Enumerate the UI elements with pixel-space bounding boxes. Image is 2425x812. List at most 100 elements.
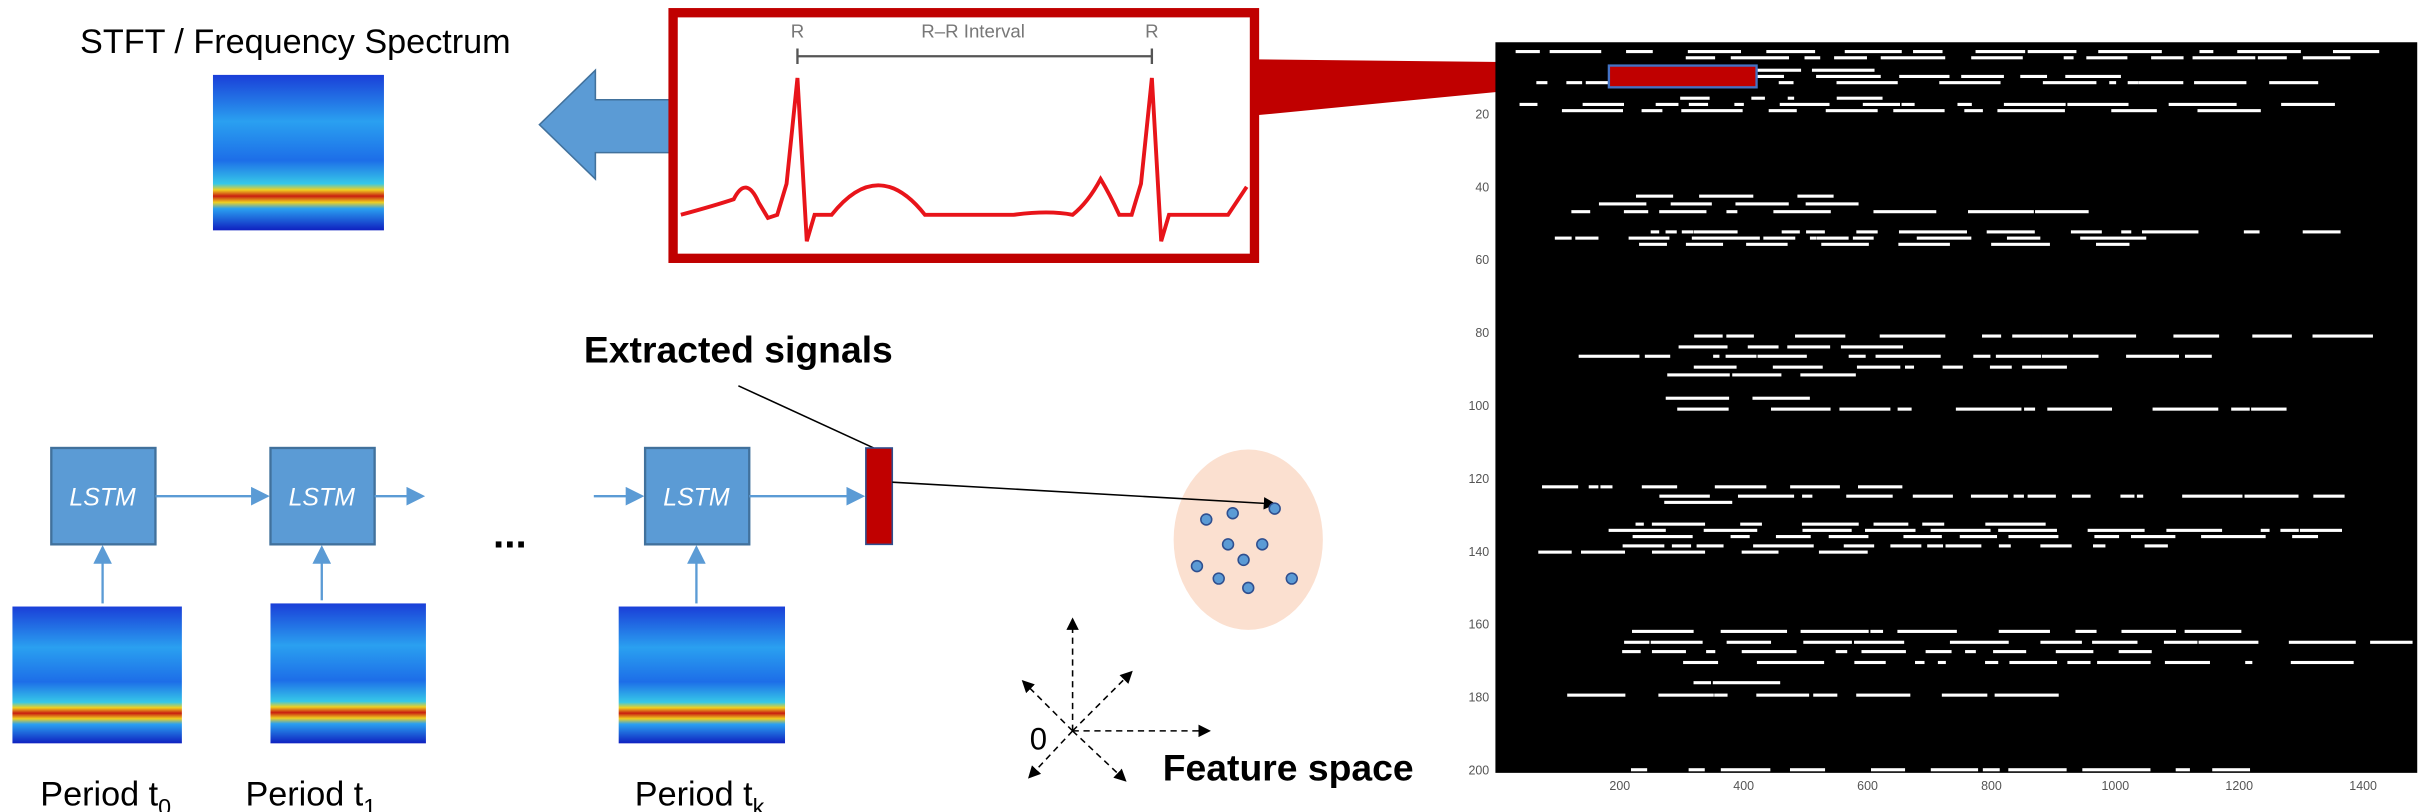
streak [1788,97,1794,100]
streak [2004,103,2066,106]
streak [2139,81,2184,84]
streak [2131,535,2175,538]
point [1227,508,1238,519]
streak [1839,408,1890,411]
x-tick-label: 400 [1733,779,1754,793]
streak [2040,544,2071,547]
streak [1968,210,2034,213]
streak [1956,408,2022,411]
streak [2028,50,2077,53]
streak [2064,56,2074,59]
streak [1731,56,1789,59]
period-sub: 1 [363,794,376,812]
streak [1836,650,1848,653]
streak [1865,529,1915,532]
streak [1686,243,1723,246]
streak [1766,50,1815,53]
streak [2008,535,2058,538]
point [1257,539,1268,550]
streak [1810,237,1816,240]
streak [1802,495,1812,498]
spectrum-title: STFT / Frequency Spectrum [80,23,511,61]
streak [1856,694,1910,697]
streak [2281,103,2335,106]
streak [1965,650,1976,653]
streak [1803,641,1852,644]
streak [1567,694,1625,697]
streak [2173,334,2219,337]
streak [1776,535,1811,538]
streak [1999,630,2050,633]
streak [2303,56,2351,59]
interval-label: R–R Interval [921,21,1025,42]
streak [1686,56,1715,59]
streak [1694,681,1711,684]
streak [2097,661,2150,664]
streak [2137,495,2143,498]
streak [1742,650,1797,653]
streak [2313,495,2344,498]
streak [1931,768,1978,771]
streak [1964,109,1983,112]
streak [1714,694,1727,697]
extracted-label: Extracted signals [584,328,893,370]
streak [2067,103,2128,106]
streak [1589,485,1599,488]
streak [1642,485,1677,488]
streak [1757,69,1801,72]
streak [2042,355,2099,358]
streak [1694,366,1737,369]
streak [1631,768,1647,771]
streak [1742,551,1779,554]
streak [2251,408,2286,411]
x-tick-label: 600 [1857,779,1878,793]
streak [1633,535,1693,538]
streak [1997,109,2064,112]
streak [1763,237,1795,240]
streak [2075,630,2096,633]
streak [2237,50,2301,53]
streak [1697,544,1724,547]
period-label: Period tk [635,776,765,812]
streak [1876,355,1941,358]
streak [1516,50,1540,53]
streak [1694,334,1722,337]
streak [2258,56,2287,59]
streak [1802,529,1851,532]
streak [2119,650,2152,653]
x-tick-label: 1200 [2225,779,2253,793]
streak [1726,334,1754,337]
streak [2261,529,2270,532]
streak [1902,103,1915,106]
extracted-signal [866,448,892,544]
y-tick-label: 180 [1468,691,1489,705]
streak [1938,661,1946,664]
streak [2067,661,2090,664]
streak [2056,650,2094,653]
streak [2201,535,2266,538]
streak [2086,56,2127,59]
streak [1787,345,1830,348]
selection [1609,66,1757,88]
streak [2333,50,2379,53]
streak [2065,75,2121,78]
x-tick-label: 1400 [2349,779,2377,793]
streak [1609,529,1666,532]
streak [1846,495,1892,498]
streak [1683,661,1718,664]
streak [1927,544,1943,547]
streak [1626,50,1653,53]
streak [1985,523,2045,526]
streak [1837,81,1898,84]
streak [1555,237,1572,240]
streak [1538,551,1571,554]
streak [1629,237,1670,240]
streak [1819,551,1868,554]
streak [1652,650,1686,653]
streak [1659,495,1709,498]
streak [1677,408,1728,411]
streak [2007,237,2040,240]
pointer [738,386,873,448]
streak [1998,529,2057,532]
streak [2289,641,2356,644]
